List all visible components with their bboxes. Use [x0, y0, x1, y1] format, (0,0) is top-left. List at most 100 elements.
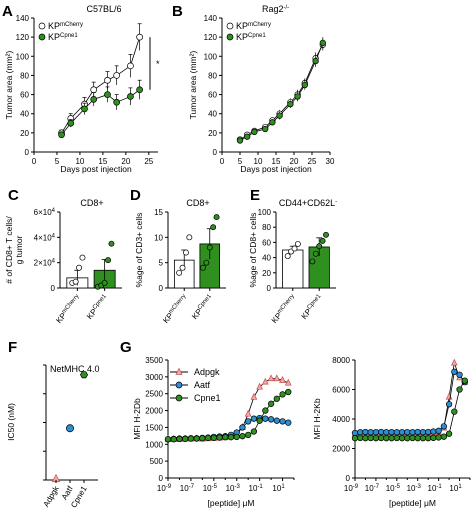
- g2-point-cpne1: [357, 434, 364, 442]
- b-point: [287, 100, 294, 108]
- g2-point-aatf: [362, 428, 369, 436]
- d-dot: [203, 259, 210, 266]
- g2-point-aatf: [456, 371, 463, 378]
- d-dot: [182, 249, 189, 256]
- a-ytick-label: 80: [20, 71, 29, 80]
- g1-ytick-label: 0: [159, 474, 164, 483]
- c-ytick-label: 4×104: [34, 233, 56, 242]
- g1-point-cpne1: [204, 434, 212, 442]
- g1-point-cpne1: [273, 395, 280, 402]
- a-ytick-label: 100: [16, 52, 30, 61]
- b-xtick-label: 20: [290, 157, 299, 166]
- e-dot: [319, 237, 326, 244]
- g2-xtick-label: 10-3: [407, 484, 422, 493]
- g1-ytick-label: 2500: [145, 390, 163, 399]
- g1-point-adpgk: [261, 377, 269, 385]
- g2-point-aatf: [393, 429, 400, 436]
- panel-letter-d: D: [130, 187, 141, 204]
- g2-point-cpne1: [404, 435, 411, 442]
- g1-point-aatf: [262, 415, 269, 422]
- e-category-label: KPCpne1: [300, 293, 326, 321]
- g1-point-aatf: [279, 418, 286, 425]
- e-ytick-label: 100: [258, 208, 272, 217]
- a-point: [104, 91, 111, 98]
- panel-letter-e: E: [250, 187, 260, 204]
- g1-point-cpne1: [256, 417, 263, 424]
- g1-point-aatf: [239, 424, 246, 431]
- d-ylabel: %age of CD3+ cells: [134, 213, 144, 288]
- g1-xtick-label: 10-3: [226, 484, 241, 493]
- a-ytick-label: 120: [16, 33, 30, 42]
- a-xtick-label: 5: [55, 157, 60, 166]
- g1-point-cpne1: [176, 435, 183, 443]
- g2-point-aatf: [398, 429, 406, 436]
- g2-point-cpne1: [419, 435, 427, 442]
- g1-ylabel: MFI H-2Db: [132, 398, 142, 440]
- g1-series-line-2: [168, 391, 289, 440]
- g2-point-cpne1: [435, 434, 442, 441]
- a-point: [127, 93, 134, 100]
- g2-point-cpne1: [425, 435, 432, 442]
- g2-ytick-label: 4000: [332, 415, 350, 424]
- g1-point-adpgk: [267, 374, 275, 382]
- g-legend-label-cpne1: Cpne1: [194, 393, 221, 403]
- d-dot: [206, 244, 213, 251]
- g1-point-adpgk: [279, 376, 286, 383]
- g2-xtick-label: 101: [449, 484, 462, 493]
- d-ytick-label: 5: [159, 259, 164, 268]
- g2-point-cpne1: [461, 377, 468, 384]
- e-ylabel: %age of CD8+ cells: [248, 213, 258, 288]
- c-category-label: KPCpne1: [85, 293, 111, 321]
- b-legend-marker-mcherry: [226, 22, 234, 30]
- g2-xtick-label: 10-9: [344, 484, 359, 493]
- a-point: [113, 72, 121, 79]
- a-point: [67, 119, 75, 127]
- b-ytick-label: 0: [213, 148, 218, 157]
- g1-point-cpne1: [262, 407, 269, 414]
- e-dot: [284, 253, 291, 260]
- g2-point-aatf: [357, 429, 364, 436]
- g2-xlabel: [peptide] μM: [389, 498, 436, 508]
- b-xlabel: Days post injection: [240, 164, 312, 174]
- b-title: Rag2-/-: [262, 4, 289, 14]
- a-legend-label-cpne1: KPCpne1: [48, 32, 78, 42]
- f-category-label: Adpgk: [42, 484, 62, 509]
- e-ytick-label: 20: [262, 269, 271, 278]
- g2-point-aatf: [451, 368, 458, 375]
- g2-point-aatf: [367, 429, 374, 436]
- c-dot: [108, 240, 115, 247]
- d-dot: [210, 224, 217, 231]
- g2-point-aatf: [388, 428, 395, 436]
- e-ytick-label: 0: [267, 284, 272, 293]
- g1-point-cpne1: [182, 435, 189, 443]
- d-ytick-label: 0: [159, 284, 164, 293]
- g1-point-aatf: [285, 419, 292, 426]
- g2-point-cpne1: [451, 408, 458, 415]
- panel-letter-c: C: [8, 187, 19, 204]
- panel-letter-a: A: [2, 3, 13, 20]
- b-legend-label-mcherry: KPmCherry: [236, 21, 271, 31]
- g1-point-cpne1: [164, 436, 172, 443]
- g2-point-cpne1: [414, 435, 421, 442]
- a-point: [90, 86, 98, 94]
- b-ytick-label: 80: [208, 71, 217, 80]
- g1-point-aatf: [267, 416, 275, 423]
- b-series-line-0: [239, 44, 324, 140]
- g2-xtick-label: 10-7: [365, 484, 380, 493]
- g2-point-cpne1: [372, 435, 380, 442]
- g1-xtick-label: 10-7: [180, 484, 195, 493]
- g1-point-cpne1: [210, 434, 217, 442]
- b-point: [301, 81, 308, 89]
- g2-ytick-label: 6000: [332, 386, 350, 395]
- b-xtick-label: 0: [220, 157, 225, 166]
- a-point: [136, 33, 143, 41]
- a-ytick-label: 140: [16, 14, 30, 23]
- a-xlabel: Days post injection: [60, 164, 132, 174]
- g2-point-aatf: [372, 428, 380, 436]
- g2-ytick-label: 2000: [332, 445, 350, 454]
- g1-ytick-label: 1000: [145, 440, 163, 449]
- g1-xtick-label: 10-1: [249, 484, 264, 493]
- f-ylabel: IC50 (nM): [6, 403, 16, 441]
- g2-point-cpne1: [456, 386, 463, 393]
